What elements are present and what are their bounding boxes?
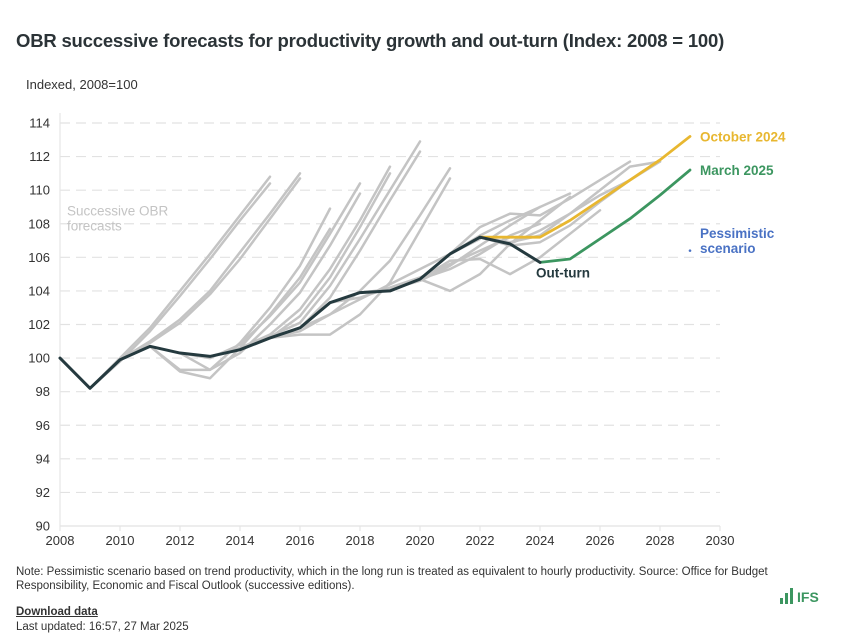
x-tick-label: 2014 [226, 533, 255, 548]
forecast-line [448, 160, 632, 256]
forecast-line [118, 177, 302, 362]
forecast-line [178, 192, 362, 372]
forecast-line [418, 209, 602, 281]
forecast-line [418, 222, 542, 281]
forecast-line [268, 167, 452, 340]
x-tick-label: 2020 [406, 533, 435, 548]
forecast-line [478, 160, 662, 244]
y-tick-label: 98 [36, 384, 50, 399]
march-2025-line [538, 168, 692, 264]
y-tick-label: 102 [28, 317, 50, 332]
chart-title: OBR successive forecasts for productivit… [16, 30, 725, 51]
y-tick-label: 108 [28, 216, 50, 231]
y-tick-label: 92 [36, 485, 50, 500]
october-2024-label-line: October 2024 [700, 129, 786, 144]
chart-note: Note: Pessimistic scenario based on tren… [16, 566, 768, 592]
logo-text: IFS [797, 589, 819, 605]
x-tick-label: 2028 [646, 533, 675, 548]
october-2024-line [478, 135, 692, 239]
x-tick-label: 2026 [586, 533, 615, 548]
forecast-line [238, 140, 422, 351]
y-tick-label: 94 [36, 451, 50, 466]
y-tick-label: 96 [36, 418, 50, 433]
y-axis-label: Indexed, 2008=100 [26, 77, 138, 92]
main-series-lines [58, 135, 692, 390]
outturn-label-line: Out-turn [536, 265, 590, 280]
forecast-line [268, 177, 452, 340]
x-tick-label: 2008 [46, 533, 75, 548]
outturn-line [58, 235, 542, 390]
x-tick-label: 2016 [286, 533, 315, 548]
x-tick-label: 2030 [706, 533, 735, 548]
march-2025-label: March 2025 [700, 163, 774, 178]
forecast-line [358, 205, 542, 294]
march-2025-label-line: March 2025 [700, 163, 774, 178]
y-tick-label: 106 [28, 250, 50, 265]
pessimistic-label-line: scenario [700, 241, 756, 256]
pessimistic-label: Pessimistic scenario [700, 226, 775, 256]
logo-bar-icon [785, 593, 788, 604]
logo-bar-icon [780, 598, 783, 604]
last-updated: Last updated: 16:57, 27 Mar 2025 [16, 621, 189, 633]
pessimistic-point [688, 249, 692, 252]
download-data-link[interactable]: Download data [16, 606, 98, 618]
y-tick-label: 114 [29, 116, 50, 131]
series-labels: Successive OBR forecasts Out-turn October 2… [67, 129, 786, 280]
y-axis-ticks: 90 92 94 96 98 100 102 104 106 108 110 112 114 [28, 116, 50, 534]
forecasts-label-line: Successive OBR [67, 203, 169, 218]
x-tick-label: 2010 [106, 533, 135, 548]
x-tick-label: 2018 [346, 533, 375, 548]
y-tick-label: 100 [28, 351, 50, 366]
logo-bar-icon [790, 588, 793, 604]
october-2024-label: October 2024 [700, 129, 786, 144]
forecast-line [88, 175, 272, 390]
forecast-line [118, 172, 302, 362]
forecast-line [178, 182, 362, 360]
forecast-line [208, 165, 392, 358]
outturn-label: Out-turn [536, 265, 590, 280]
pessimistic-label-line: Pessimistic [700, 226, 775, 241]
x-tick-label: 2022 [466, 533, 495, 548]
y-tick-label: 104 [28, 283, 50, 298]
x-axis-ticks: 2008 2010 2012 2014 2016 2018 2020 2022 2024 2026… [46, 526, 735, 548]
ifs-logo: IFS [780, 588, 819, 604]
x-tick-label: 2012 [166, 533, 195, 548]
x-tick-label: 2024 [526, 533, 555, 548]
forecasts-label: Successive OBR forecasts [67, 203, 169, 233]
y-tick-label: 112 [29, 149, 50, 164]
forecasts-label-line: forecasts [67, 218, 122, 233]
y-tick-label: 110 [29, 183, 50, 198]
y-tick-label: 90 [36, 519, 50, 534]
